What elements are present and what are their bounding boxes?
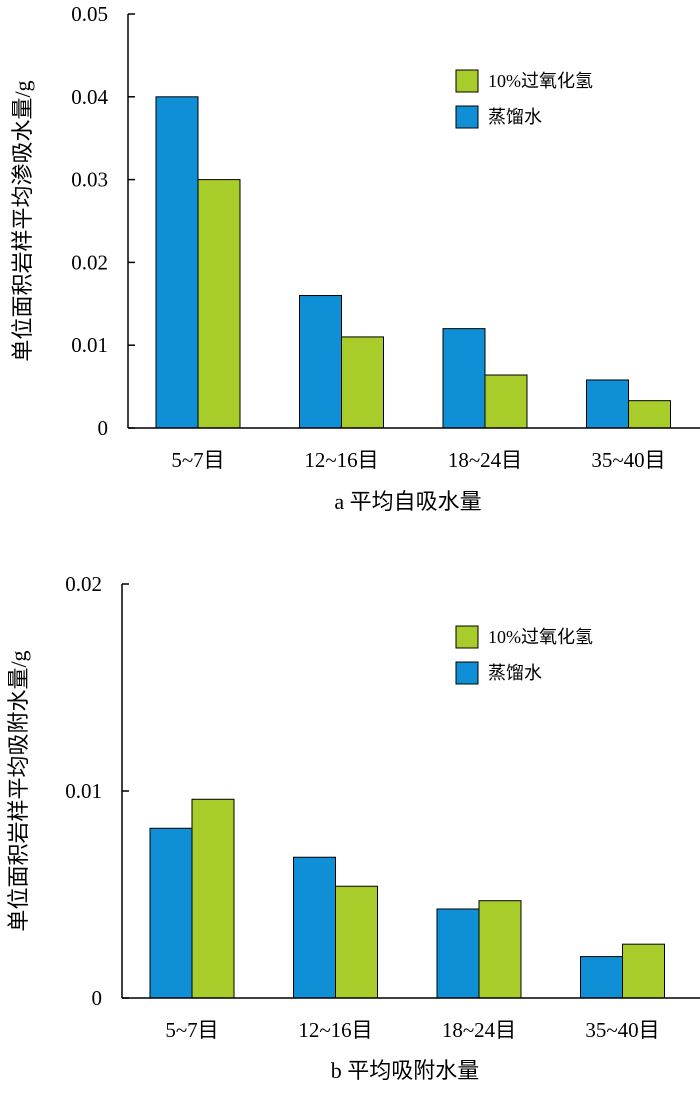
- legend-swatch-hydrogen-peroxide: [455, 625, 479, 649]
- x-tick-label: 35~40目: [591, 448, 665, 472]
- bar-hydrogen-peroxide-1: [341, 336, 384, 429]
- y-tick-label: 0.01: [65, 779, 102, 803]
- x-axis-label: b 平均吸附水量: [331, 1058, 480, 1083]
- legend-label-distilled-water: 蒸馏水: [488, 663, 542, 683]
- legend-swatch-distilled-water: [455, 105, 479, 129]
- bar-distilled-water-2: [436, 908, 480, 999]
- bar-hydrogen-peroxide-0: [191, 798, 235, 999]
- x-tick-label: 12~16目: [298, 1018, 372, 1042]
- chart-panel-a: 5~7目 12~16目 18~24目 35~40目 0 0.01 0.02 0.03 0.04 0…: [10, 2, 700, 514]
- bar-hydrogen-peroxide-1: [335, 885, 378, 999]
- x-tick-label: 18~24目: [448, 448, 522, 472]
- y-tick-label: 0.02: [71, 250, 108, 274]
- bar-hydrogen-peroxide-2: [478, 900, 522, 999]
- x-tick-label: 18~24目: [442, 1018, 516, 1042]
- legend-label-hydrogen-peroxide: 10%过氧化氢: [488, 71, 593, 91]
- bar-distilled-water-0: [155, 96, 199, 429]
- bar-hydrogen-peroxide-3: [628, 400, 671, 429]
- x-tick-label: 12~16目: [304, 448, 378, 472]
- x-axis-label: a 平均自吸水量: [334, 489, 481, 514]
- y-tick-label: 0.01: [71, 333, 108, 357]
- bar-distilled-water-2: [442, 328, 486, 429]
- y-tick-label: 0.05: [71, 2, 108, 26]
- x-tick-label: 5~7目: [171, 448, 224, 472]
- chart-panel-b: 5~7目 12~16目 18~24目 35~40目 0 0.01 0.02 b 平均吸附水量 单…: [6, 572, 700, 1083]
- bar-distilled-water-3: [586, 379, 629, 429]
- legend-swatch-hydrogen-peroxide: [455, 69, 479, 93]
- bar-distilled-water-1: [299, 295, 342, 429]
- legend-label-distilled-water: 蒸馏水: [488, 107, 542, 127]
- bar-hydrogen-peroxide-0: [197, 179, 241, 429]
- legend-label-hydrogen-peroxide: 10%过氧化氢: [488, 627, 593, 647]
- y-tick-label: 0: [92, 986, 103, 1010]
- bar-distilled-water-1: [293, 856, 336, 999]
- x-tick-label: 5~7目: [165, 1018, 218, 1042]
- y-tick-label: 0.04: [71, 85, 108, 109]
- x-tick-label: 35~40目: [585, 1018, 659, 1042]
- y-tick-label: 0.02: [65, 572, 102, 596]
- bar-distilled-water-0: [149, 827, 193, 999]
- bar-distilled-water-3: [580, 956, 623, 999]
- y-axis-label: 单位面积岩样平均渗吸水量/g: [10, 80, 35, 361]
- bar-hydrogen-peroxide-3: [622, 943, 665, 999]
- y-axis-label: 单位面积岩样平均吸附水量/g: [6, 650, 31, 931]
- y-tick-label: 0.03: [71, 168, 108, 192]
- legend-swatch-distilled-water: [455, 661, 479, 685]
- bar-hydrogen-peroxide-2: [484, 374, 528, 429]
- y-tick-label: 0: [98, 416, 109, 440]
